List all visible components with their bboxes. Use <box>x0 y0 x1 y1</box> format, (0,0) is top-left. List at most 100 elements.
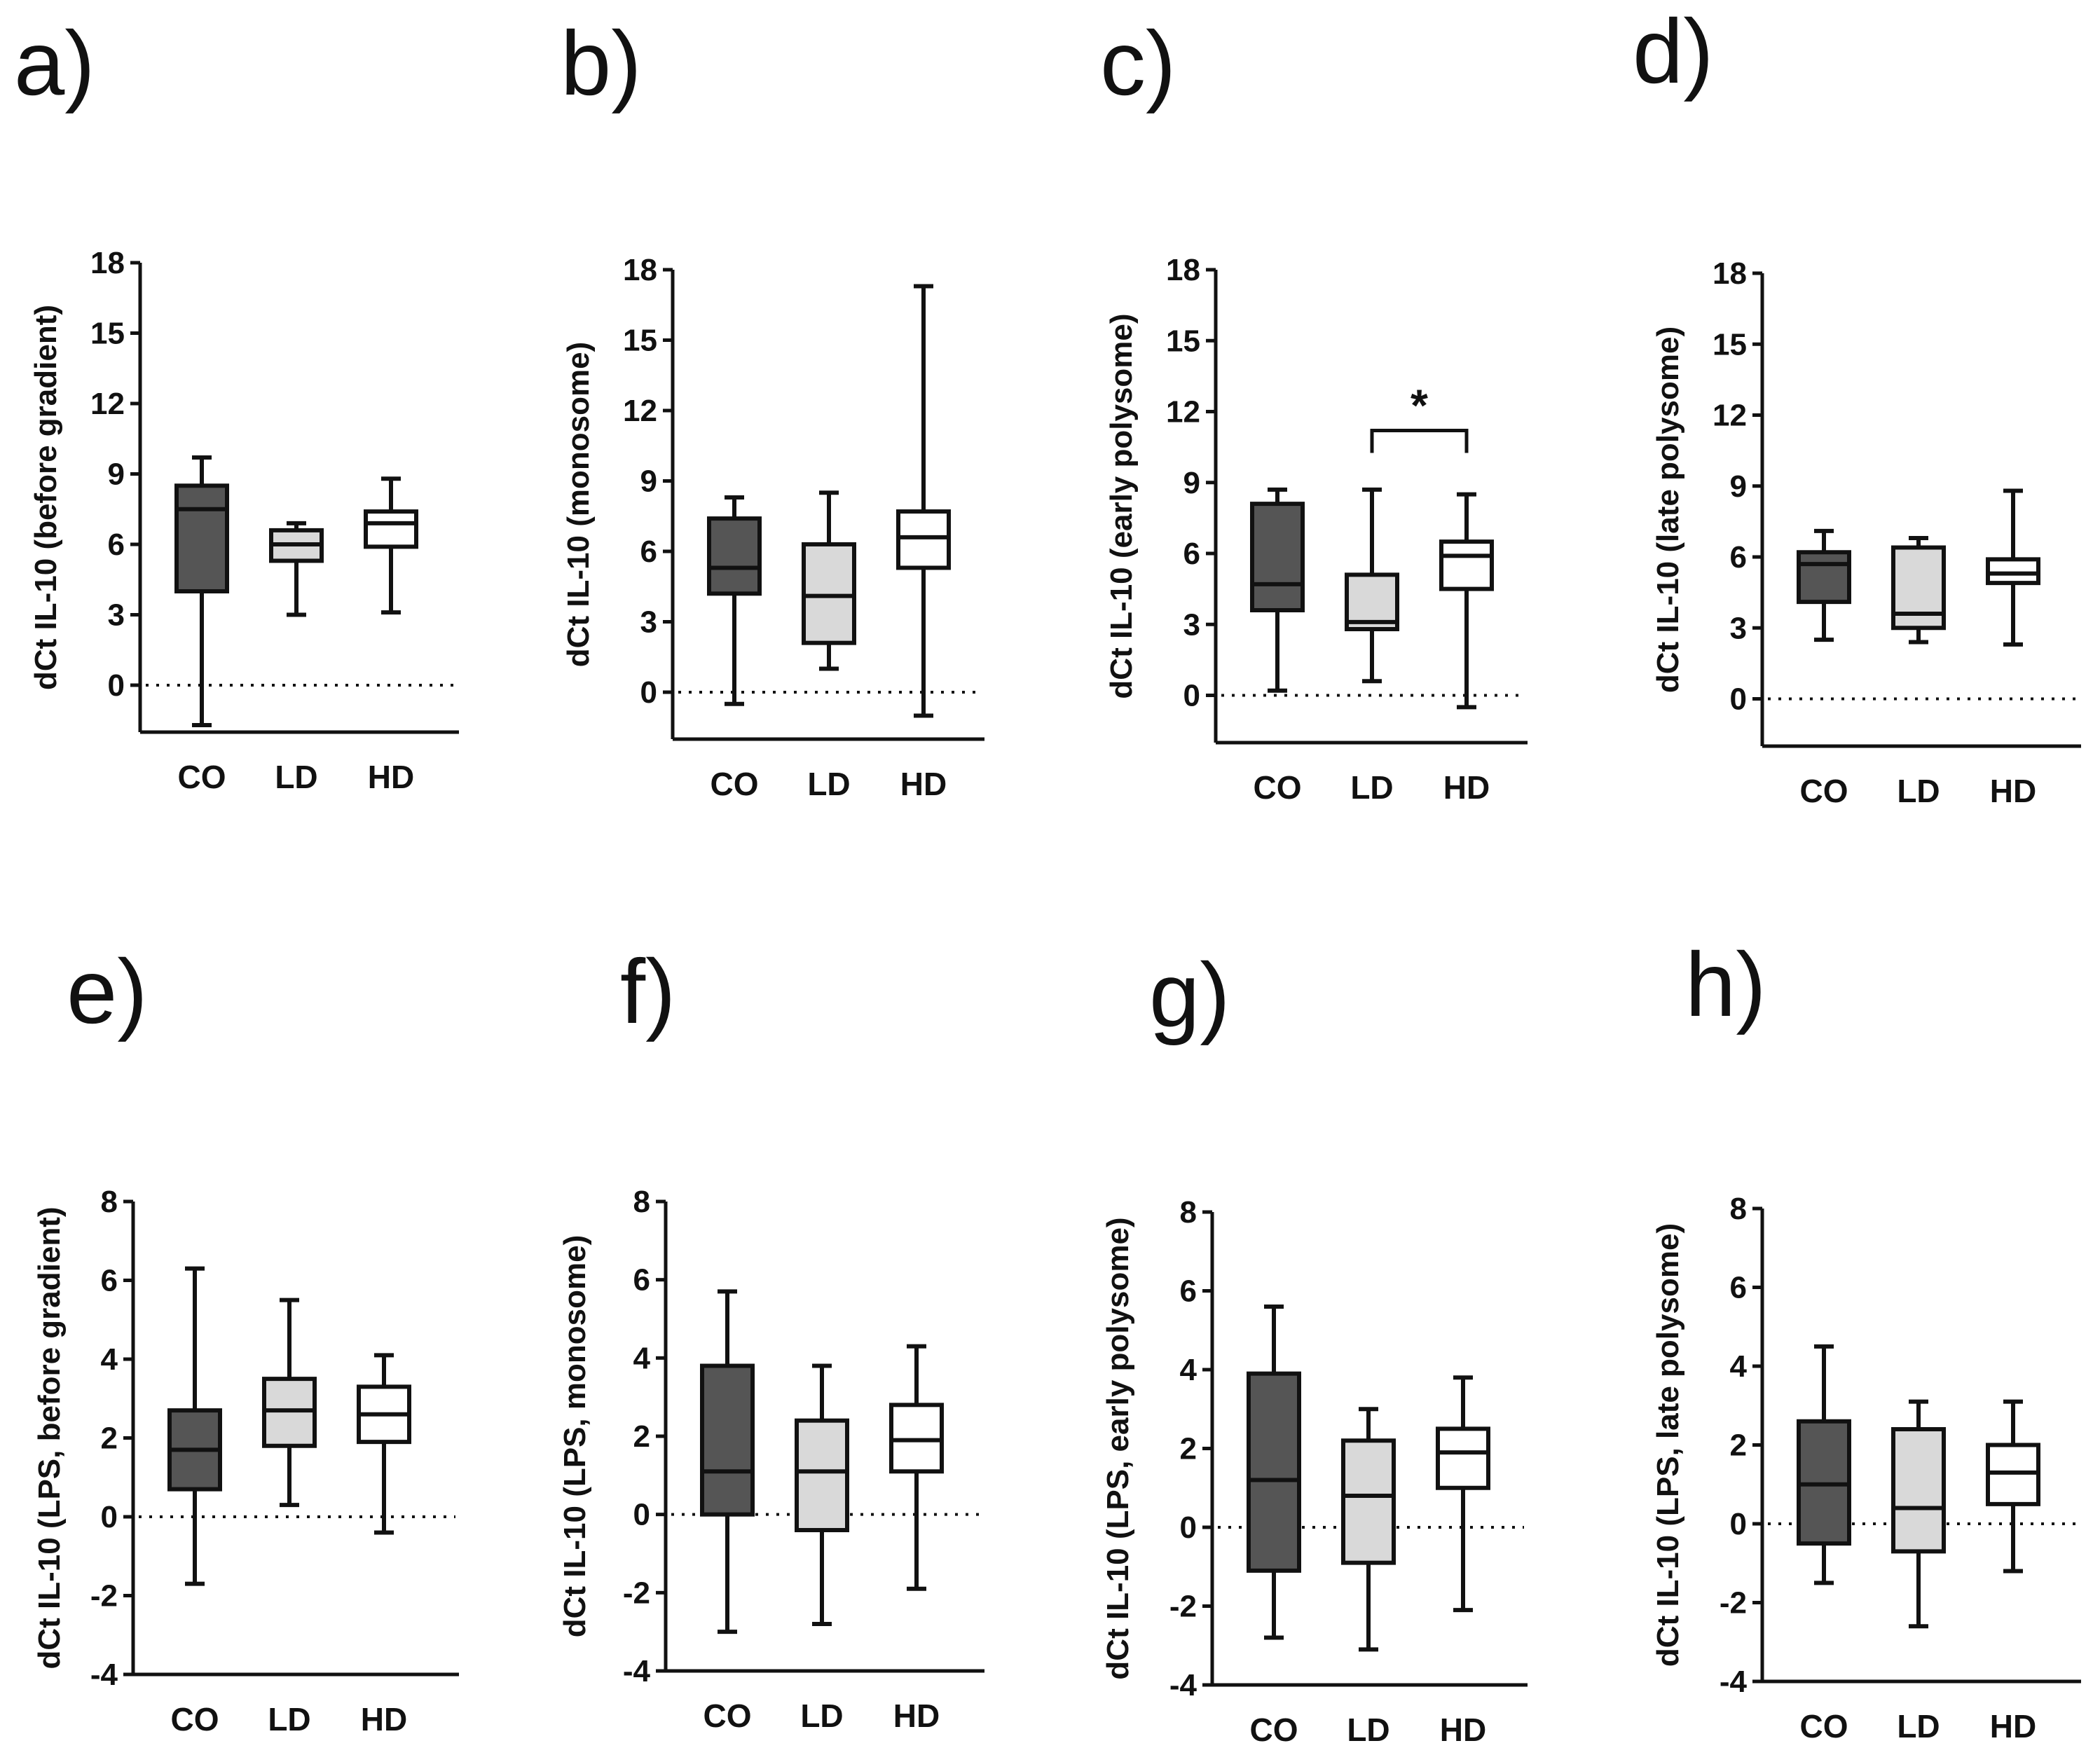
box-iqr <box>700 1363 755 1517</box>
x-tick-label: LD <box>275 759 317 795</box>
panel-letter: b) <box>561 12 642 114</box>
y-tick-label: 2 <box>1180 1432 1197 1466</box>
y-tick-label: 6 <box>1730 540 1747 574</box>
y-tick-label: -4 <box>1169 1668 1197 1702</box>
panel-letter: c) <box>1100 12 1176 114</box>
y-tick-label: 4 <box>1730 1349 1748 1384</box>
box-iqr <box>364 509 418 549</box>
y-tick-label: 2 <box>101 1422 118 1456</box>
x-tick-label: LD <box>807 766 850 802</box>
y-tick-label: 0 <box>1730 1507 1747 1541</box>
box-iqr <box>1797 550 1851 605</box>
y-tick-label: 6 <box>108 528 125 562</box>
y-tick-label: 4 <box>101 1342 118 1377</box>
box-co <box>174 455 229 727</box>
box-hd <box>1986 1399 2040 1574</box>
y-axis-title: dCt IL-10 (monosome) <box>561 342 596 667</box>
y-tick-label: 6 <box>1183 537 1200 571</box>
significance-bracket <box>1370 429 1469 453</box>
x-tick-label: HD <box>893 1698 940 1734</box>
y-tick-label: 6 <box>640 535 657 569</box>
y-tick-label: 9 <box>1183 466 1200 500</box>
x-tick-label: LD <box>800 1698 843 1734</box>
box-iqr <box>1247 1371 1301 1573</box>
y-tick-label: 6 <box>101 1264 118 1298</box>
y-tick-label: 9 <box>108 457 125 492</box>
x-tick-label: LD <box>1347 1712 1389 1748</box>
y-tick-label: 0 <box>1183 679 1200 713</box>
panel-letter: e) <box>67 940 148 1042</box>
panel-2: c) 0 3 6 9 12 15 18 dCt IL-10 (early polysome) CO… <box>1100 12 1528 806</box>
y-tick-label: 0 <box>1180 1510 1197 1545</box>
box-ld <box>802 490 856 671</box>
y-tick-label: 0 <box>108 668 125 703</box>
y-tick-label: 2 <box>633 1419 650 1454</box>
y-tick-label: 2 <box>1730 1429 1747 1463</box>
box-co <box>1797 1344 1851 1585</box>
y-axis-title: dCt IL-10 (LPS, early polysome) <box>1101 1217 1135 1679</box>
y-tick-label: 4 <box>633 1341 651 1375</box>
x-tick-label: HD <box>1440 1712 1486 1748</box>
y-tick-label: 12 <box>90 387 125 421</box>
box-hd <box>889 1344 944 1591</box>
y-tick-label: 3 <box>1183 607 1200 642</box>
box-hd <box>1439 492 1494 710</box>
y-tick-label: 15 <box>90 317 125 351</box>
y-tick-label: 15 <box>1713 327 1747 362</box>
y-axis-title: dCt IL-10 (LPS, late polysome) <box>1651 1223 1685 1667</box>
x-tick-label: CO <box>178 759 226 795</box>
x-tick-label: CO <box>1250 1712 1298 1748</box>
box-ld <box>262 1298 317 1508</box>
y-tick-label: 0 <box>1730 682 1747 717</box>
y-tick-label: 18 <box>1166 253 1200 287</box>
box-iqr <box>707 516 762 596</box>
box-iqr <box>795 1418 849 1532</box>
x-tick-label: LD <box>1350 769 1393 806</box>
x-tick-label: LD <box>1897 1708 1940 1744</box>
box-hd <box>364 476 418 615</box>
x-tick-label: HD <box>361 1701 407 1737</box>
box-ld <box>1341 1407 1396 1652</box>
panel-6: g) -4 -2 0 2 4 6 8 dCt IL-10 (LPS, early polysom… <box>1101 944 1528 1748</box>
x-tick-label: CO <box>1254 769 1302 806</box>
y-tick-label: 15 <box>1166 324 1200 358</box>
box-iqr <box>1250 502 1305 612</box>
x-tick-label: CO <box>704 1698 752 1734</box>
y-tick-label: 0 <box>101 1500 118 1534</box>
y-tick-label: -2 <box>90 1579 118 1613</box>
y-tick-label: -2 <box>1169 1590 1197 1624</box>
y-tick-label: 18 <box>623 253 657 287</box>
y-tick-label: 6 <box>1180 1274 1197 1309</box>
y-tick-label: 6 <box>1730 1271 1747 1305</box>
y-tick-label: 8 <box>1730 1192 1747 1226</box>
y-tick-label: 4 <box>1180 1353 1197 1387</box>
box-hd <box>357 1353 411 1535</box>
panel-0: a) 0 3 6 9 12 15 18 dCt IL-10 (before gradient) C… <box>14 12 459 795</box>
y-axis-title: dCt IL-10 (LPS, before gradient) <box>32 1206 67 1669</box>
box-iqr <box>896 509 951 570</box>
box-ld <box>795 1363 849 1626</box>
y-tick-label: 3 <box>108 598 125 633</box>
panel-letter: g) <box>1149 944 1230 1046</box>
panel-letter: a) <box>14 12 95 114</box>
box-iqr <box>1436 1426 1490 1490</box>
box-iqr <box>802 542 856 645</box>
panel-letter: h) <box>1685 933 1766 1035</box>
box-co <box>1797 528 1851 642</box>
y-tick-label: 12 <box>1713 399 1747 433</box>
box-iqr <box>1439 539 1494 591</box>
y-tick-label: -2 <box>623 1576 650 1610</box>
box-co <box>1250 487 1305 693</box>
box-ld <box>1891 1399 1946 1629</box>
y-tick-label: 9 <box>1730 469 1747 504</box>
panel-1: b) 0 3 6 9 12 15 18 dCt IL-10 (monosome) CO LD HD <box>561 12 984 802</box>
box-iqr <box>174 483 229 593</box>
panel-4: e) -4 -2 0 2 4 6 8 dCt IL-10 (LPS, before gradie… <box>32 940 459 1737</box>
y-tick-label: 12 <box>623 394 657 428</box>
y-tick-label: 8 <box>1180 1195 1197 1230</box>
x-tick-label: CO <box>711 766 759 802</box>
x-tick-label: HD <box>368 759 414 795</box>
significance-label: * <box>1411 380 1428 431</box>
panel-letter: f) <box>620 940 675 1042</box>
